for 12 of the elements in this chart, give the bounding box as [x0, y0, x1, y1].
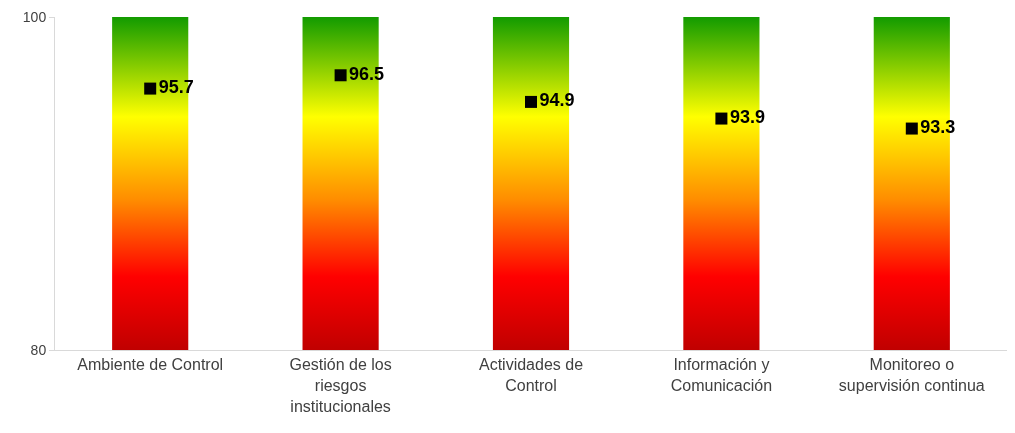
y-tick-label: 100 — [22, 8, 47, 25]
point — [525, 95, 537, 108]
point — [334, 69, 347, 82]
x-tick-label: Actividades de Control — [478, 356, 584, 394]
point — [715, 112, 728, 125]
x-tick-label: Información y Comunicación — [670, 356, 773, 394]
x-tick-label: Monitoreo o supervisión continua — [838, 356, 985, 394]
x-tick-label: Ambiente de Control — [77, 356, 224, 374]
x-tick-label: Gestión de los riesgos institucionales — [289, 356, 392, 415]
point — [144, 82, 157, 95]
y-tick-label: 80 — [30, 341, 47, 358]
point — [905, 122, 918, 135]
